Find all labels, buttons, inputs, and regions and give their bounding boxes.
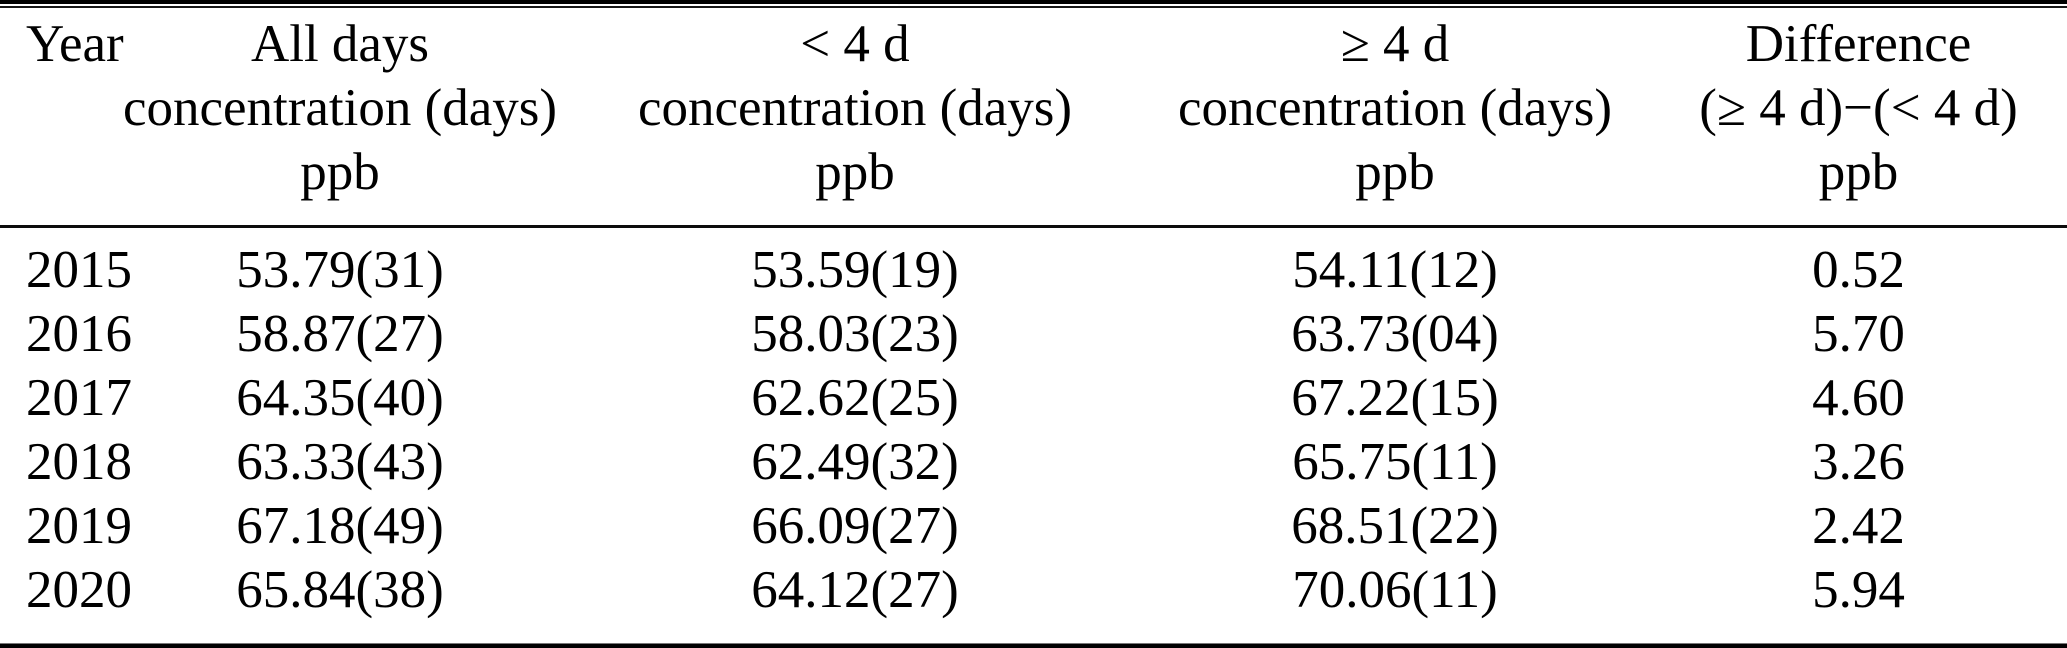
- table-bottom-rule: [0, 643, 2067, 648]
- header-ge4d-line2: concentration (days): [1177, 79, 1613, 137]
- all-days-cell: 53.79(31): [236, 241, 444, 299]
- header-year-line1: Year: [26, 15, 124, 73]
- ge4d-cell: 67.22(15): [1291, 369, 1499, 427]
- all-days-cell: 58.87(27): [236, 305, 444, 363]
- ge4d-cell: 63.73(04): [1291, 305, 1499, 363]
- ge4d-cell: 70.06(11): [1292, 561, 1498, 619]
- header-cell-difference: Difference (≥ 4 d)−(< 4 d) ppb: [1650, 12, 2067, 204]
- year-cell: 2019: [26, 497, 132, 555]
- difference-cell: 2.42: [1812, 497, 1905, 555]
- header-difference-line3: ppb: [1818, 143, 1899, 201]
- difference-cell: 5.70: [1812, 305, 1905, 363]
- lt4d-cell: 58.03(23): [751, 305, 959, 363]
- header-lt4d-line2: concentration (days): [637, 79, 1073, 137]
- header-all-days-line3: ppb: [300, 143, 380, 201]
- lt4d-cell: 62.62(25): [751, 369, 959, 427]
- difference-cell: 0.52: [1812, 241, 1905, 299]
- table-top-rule-thick: [0, 0, 2067, 4]
- header-all-days-line2: concentration (days): [122, 79, 558, 137]
- all-days-cell: 67.18(49): [236, 497, 444, 555]
- header-ge4d-line1: ≥ 4 d: [1340, 15, 1450, 73]
- year-cell: 2017: [26, 369, 132, 427]
- table-row: 2016 58.87(27) 58.03(23) 63.73(04) 5.70: [0, 302, 2067, 366]
- year-cell: 2020: [26, 561, 132, 619]
- all-days-cell: 65.84(38): [236, 561, 444, 619]
- lt4d-cell: 53.59(19): [751, 241, 959, 299]
- table-row: 2015 53.79(31) 53.59(19) 54.11(12) 0.52: [0, 238, 2067, 302]
- difference-cell: 5.94: [1812, 561, 1905, 619]
- header-cell-year: Year: [0, 12, 124, 204]
- table-body: 2015 53.79(31) 53.59(19) 54.11(12) 0.52 …: [0, 228, 2067, 643]
- header-difference-line2: (≥ 4 d)−(< 4 d): [1699, 79, 2018, 137]
- header-cell-all-days: All days concentration (days) ppb: [110, 12, 570, 204]
- year-cell: 2016: [26, 305, 132, 363]
- table-top-rule-thin: [0, 6, 2067, 8]
- ge4d-cell: 65.75(11): [1292, 433, 1498, 491]
- header-all-days-line1: All days: [250, 15, 430, 73]
- table-row: 2019 67.18(49) 66.09(27) 68.51(22) 2.42: [0, 494, 2067, 558]
- header-difference-line1: Difference: [1745, 15, 1972, 73]
- header-cell-ge4d: ≥ 4 d concentration (days) ppb: [1140, 12, 1650, 204]
- table-header-rule: [0, 225, 2067, 228]
- lt4d-cell: 66.09(27): [751, 497, 959, 555]
- ge4d-cell: 68.51(22): [1291, 497, 1499, 555]
- table-row: 2017 64.35(40) 62.62(25) 67.22(15) 4.60: [0, 366, 2067, 430]
- lt4d-cell: 64.12(27): [751, 561, 959, 619]
- header-year-line2: [26, 76, 110, 140]
- header-lt4d-line3: ppb: [815, 143, 895, 201]
- lt4d-cell: 62.49(32): [751, 433, 959, 491]
- table-header-row: Year All days concentration (days) ppb <…: [0, 8, 2067, 225]
- table-row: 2018 63.33(43) 62.49(32) 65.75(11) 3.26: [0, 430, 2067, 494]
- year-cell: 2018: [26, 433, 132, 491]
- header-lt4d-line1: < 4 d: [800, 15, 910, 73]
- year-cell: 2015: [26, 241, 132, 299]
- difference-cell: 4.60: [1812, 369, 1905, 427]
- header-ge4d-line3: ppb: [1355, 143, 1435, 201]
- table-row: 2020 65.84(38) 64.12(27) 70.06(11) 5.94: [0, 558, 2067, 622]
- header-year-line3: [26, 140, 110, 204]
- all-days-cell: 64.35(40): [236, 369, 444, 427]
- difference-cell: 3.26: [1812, 433, 1905, 491]
- header-cell-lt4d: < 4 d concentration (days) ppb: [570, 12, 1140, 204]
- ge4d-cell: 54.11(12): [1292, 241, 1498, 299]
- all-days-cell: 63.33(43): [236, 433, 444, 491]
- table-top-rule-gap: [0, 4, 2067, 6]
